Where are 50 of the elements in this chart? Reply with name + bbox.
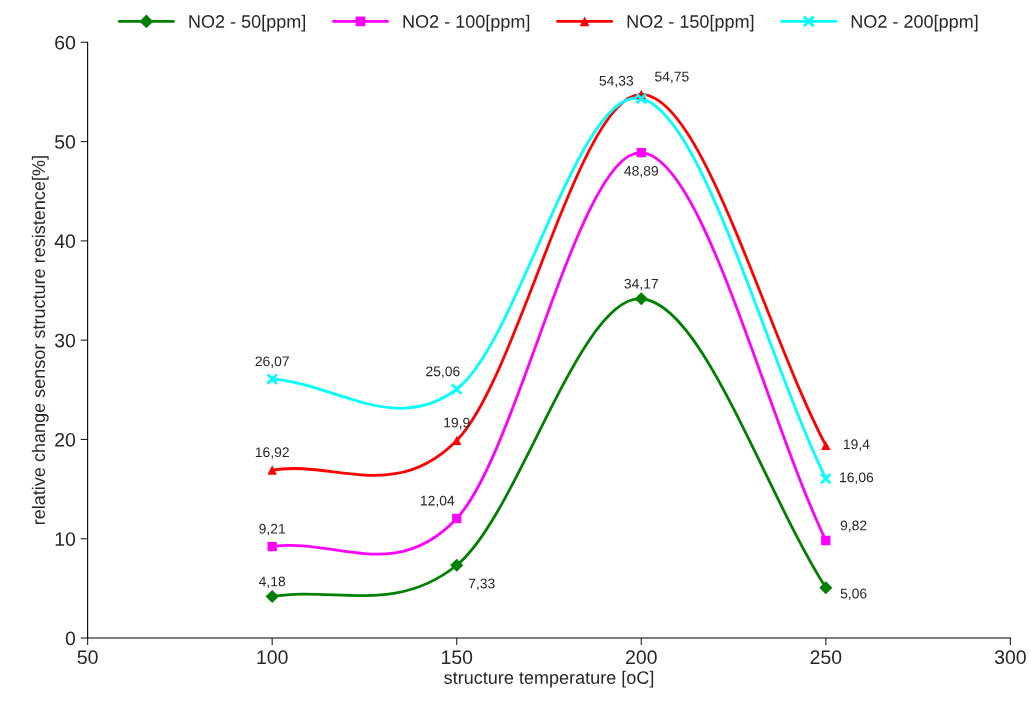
- point: [450, 558, 464, 572]
- data-label: 7,33: [468, 578, 495, 591]
- data-label: 16,92: [255, 447, 289, 459]
- data-label: 5,06: [840, 588, 867, 601]
- y-tick-label: 40: [54, 234, 76, 249]
- point: [821, 535, 831, 546]
- data-label: 9,21: [259, 523, 286, 536]
- point: [819, 472, 832, 485]
- data-label: 19,4: [843, 439, 870, 451]
- point: [635, 92, 648, 105]
- point: [819, 581, 833, 595]
- x-axis-title: structure temperature [oC]: [444, 670, 654, 688]
- x-tick-label: 100: [257, 650, 288, 665]
- point: [450, 383, 463, 396]
- y-tick-label: 10: [55, 532, 76, 546]
- x-tick-label: 250: [810, 650, 842, 665]
- point: [265, 589, 279, 604]
- data-label: 26,07: [255, 356, 289, 368]
- y-axis-title: relative change sensor structure resistence[%]: [31, 156, 49, 525]
- y-tick-label: 0: [65, 631, 76, 646]
- point: [452, 513, 462, 524]
- y-tick-label: 60: [55, 35, 76, 50]
- data-label: 54,33: [599, 75, 634, 88]
- data-label: 12,04: [420, 495, 455, 508]
- x-tick-label: 50: [77, 650, 98, 665]
- y-tick-label: 50: [54, 135, 76, 149]
- data-label: 4,18: [258, 576, 286, 588]
- data-label: 48,89: [624, 165, 658, 178]
- data-label: 19,9: [444, 417, 470, 430]
- x-tick-label: 200: [626, 650, 657, 665]
- point: [821, 440, 831, 451]
- point: [634, 292, 648, 306]
- point: [266, 373, 279, 386]
- legend-label: NO2 - 150[ppm]: [627, 14, 754, 32]
- y-tick-label: 20: [55, 432, 76, 447]
- data-label: 9,82: [840, 520, 867, 532]
- legend-label: NO2 - 100[ppm]: [403, 14, 530, 32]
- point: [636, 147, 646, 158]
- x-tick-label: 150: [442, 650, 473, 665]
- point: [267, 541, 277, 552]
- data-label: 16,06: [840, 472, 874, 484]
- y-tick-label: 30: [54, 333, 76, 348]
- x-tick-label: 300: [994, 650, 1026, 665]
- data-label: 34,17: [624, 278, 658, 291]
- legend-label: NO2 - 50[ppm]: [189, 14, 306, 32]
- data-label: 54,75: [655, 71, 689, 84]
- point: [267, 465, 277, 475]
- data-label: 25,06: [426, 366, 460, 378]
- point: [452, 435, 462, 446]
- legend-label: NO2 - 200[ppm]: [851, 14, 978, 32]
